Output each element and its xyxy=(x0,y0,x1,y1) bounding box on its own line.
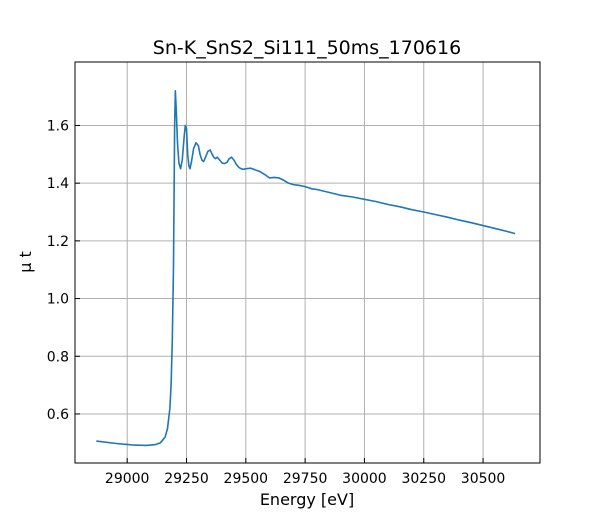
grid-lines xyxy=(75,62,540,463)
x-axis-label: Energy [eV] xyxy=(260,490,354,509)
x-tick-label: 29500 xyxy=(224,471,269,487)
y-tick-label: 1.4 xyxy=(47,176,69,192)
y-tick-label: 0.6 xyxy=(47,407,69,423)
ticks: 29000 29250 29500 29750 30000 30250 30500 0.6 0.… xyxy=(47,118,506,487)
plot-frame xyxy=(74,61,541,464)
chart-title: Sn-K_SnS2_Si111_50ms_170616 xyxy=(153,37,461,59)
x-tick-label: 29750 xyxy=(283,471,328,487)
y-tick-label: 1.6 xyxy=(47,118,69,134)
y-tick-label: 0.8 xyxy=(47,349,69,365)
x-tick-label: 30500 xyxy=(461,471,506,487)
x-tick-label: 30000 xyxy=(342,471,387,487)
y-axis-label: μ t xyxy=(16,251,35,273)
y-tick-label: 1.0 xyxy=(47,292,69,308)
series-line xyxy=(96,90,516,447)
x-tick-label: 29250 xyxy=(164,471,209,487)
x-tick-label: 30250 xyxy=(401,471,446,487)
plot-area xyxy=(96,90,516,447)
x-tick-label: 29000 xyxy=(105,471,150,487)
y-tick-label: 1.2 xyxy=(47,234,69,250)
